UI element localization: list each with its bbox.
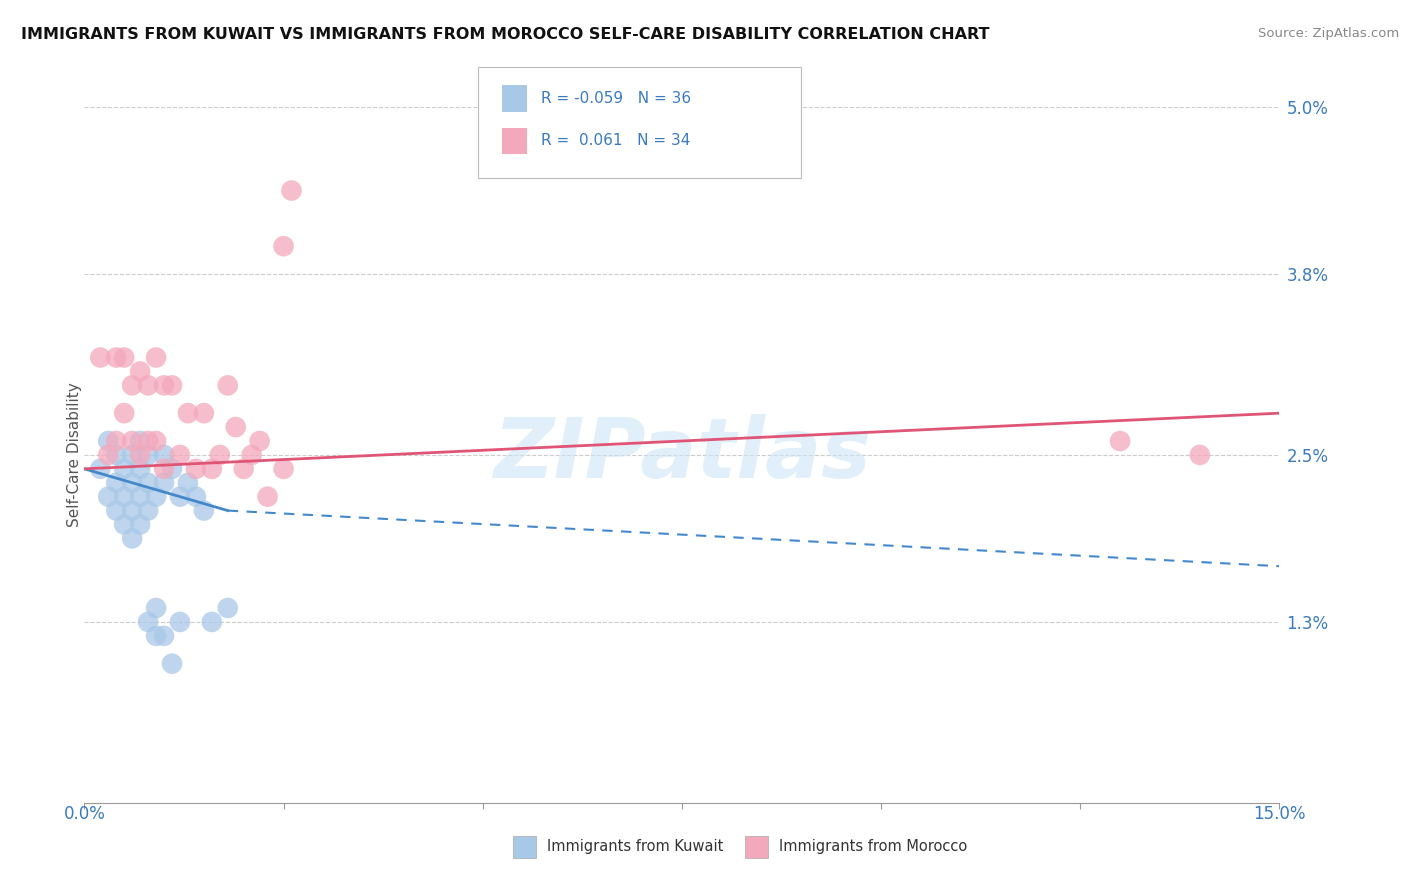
Point bbox=[89, 351, 111, 365]
Point bbox=[201, 462, 224, 476]
Point bbox=[129, 517, 152, 532]
Point bbox=[136, 378, 159, 392]
Point bbox=[169, 490, 191, 504]
Text: IMMIGRANTS FROM KUWAIT VS IMMIGRANTS FROM MOROCCO SELF-CARE DISABILITY CORRELATI: IMMIGRANTS FROM KUWAIT VS IMMIGRANTS FRO… bbox=[21, 27, 990, 42]
Point bbox=[112, 462, 135, 476]
Point bbox=[153, 462, 176, 476]
Text: Source: ZipAtlas.com: Source: ZipAtlas.com bbox=[1258, 27, 1399, 40]
Point bbox=[160, 657, 183, 671]
Text: Immigrants from Kuwait: Immigrants from Kuwait bbox=[547, 839, 723, 855]
Point bbox=[160, 378, 183, 392]
Point bbox=[97, 448, 120, 462]
Point bbox=[273, 462, 295, 476]
Point bbox=[145, 601, 167, 615]
Point bbox=[105, 351, 128, 365]
Point bbox=[256, 490, 278, 504]
Point bbox=[105, 475, 128, 490]
Point bbox=[129, 364, 152, 378]
Text: Immigrants from Morocco: Immigrants from Morocco bbox=[779, 839, 967, 855]
Point bbox=[112, 406, 135, 420]
Point bbox=[129, 448, 152, 462]
Point bbox=[145, 490, 167, 504]
Text: ZIPatlas: ZIPatlas bbox=[494, 415, 870, 495]
Point bbox=[105, 503, 128, 517]
Point bbox=[97, 434, 120, 448]
Point bbox=[177, 475, 200, 490]
Point bbox=[145, 434, 167, 448]
Point bbox=[136, 434, 159, 448]
Point bbox=[184, 462, 207, 476]
Point bbox=[153, 448, 176, 462]
Point bbox=[145, 629, 167, 643]
Point bbox=[153, 629, 176, 643]
Point bbox=[232, 462, 254, 476]
Point bbox=[280, 184, 302, 198]
Point bbox=[105, 434, 128, 448]
Point bbox=[208, 448, 231, 462]
Point bbox=[1188, 448, 1211, 462]
Point bbox=[129, 462, 152, 476]
Point bbox=[136, 475, 159, 490]
Point bbox=[136, 448, 159, 462]
Point bbox=[121, 378, 143, 392]
Text: R = -0.059   N = 36: R = -0.059 N = 36 bbox=[541, 91, 692, 105]
Point bbox=[105, 448, 128, 462]
Point bbox=[201, 615, 224, 629]
Point bbox=[225, 420, 247, 434]
Point bbox=[184, 490, 207, 504]
Point bbox=[193, 503, 215, 517]
Point bbox=[169, 448, 191, 462]
Point bbox=[240, 448, 263, 462]
Point bbox=[129, 490, 152, 504]
Point bbox=[169, 615, 191, 629]
Point bbox=[89, 462, 111, 476]
Point bbox=[177, 406, 200, 420]
Point bbox=[193, 406, 215, 420]
Point bbox=[153, 378, 176, 392]
Point bbox=[121, 532, 143, 546]
Point bbox=[145, 351, 167, 365]
Point bbox=[273, 239, 295, 253]
Text: R =  0.061   N = 34: R = 0.061 N = 34 bbox=[541, 134, 690, 148]
Point bbox=[112, 490, 135, 504]
Point bbox=[160, 462, 183, 476]
Point bbox=[121, 448, 143, 462]
Point bbox=[217, 601, 239, 615]
Point bbox=[136, 503, 159, 517]
Text: 0.0%: 0.0% bbox=[63, 805, 105, 823]
Point bbox=[129, 434, 152, 448]
Point bbox=[112, 517, 135, 532]
Point bbox=[121, 434, 143, 448]
Point bbox=[136, 615, 159, 629]
Point bbox=[1109, 434, 1132, 448]
Point bbox=[97, 490, 120, 504]
Point bbox=[112, 351, 135, 365]
Text: Self-Care Disability: Self-Care Disability bbox=[67, 383, 83, 527]
Text: 15.0%: 15.0% bbox=[1253, 805, 1306, 823]
Point bbox=[121, 475, 143, 490]
Point bbox=[153, 475, 176, 490]
Point bbox=[217, 378, 239, 392]
Point bbox=[249, 434, 271, 448]
Point bbox=[121, 503, 143, 517]
